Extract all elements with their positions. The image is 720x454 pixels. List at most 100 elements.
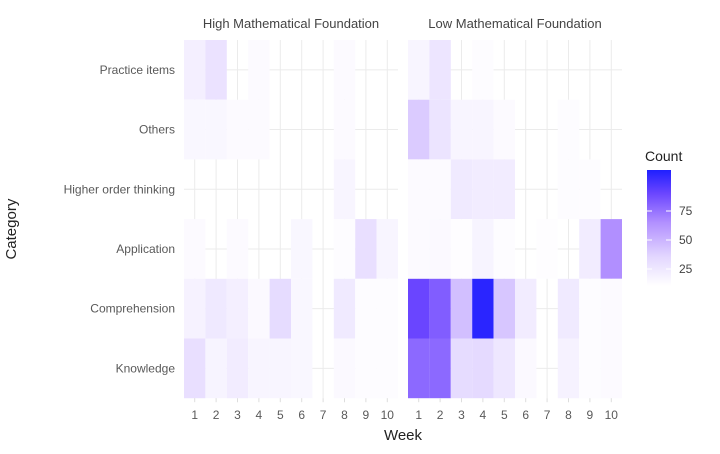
heatmap-cell bbox=[450, 338, 473, 399]
heatmap-cell bbox=[355, 278, 377, 339]
y-tick-label: Knowledge bbox=[116, 361, 176, 375]
heatmap-cell bbox=[291, 219, 313, 279]
heatmap-cell bbox=[429, 159, 451, 220]
legend-ticks: 25 50 75 bbox=[647, 204, 693, 276]
heatmap-cell bbox=[269, 278, 291, 339]
heatmap-cell bbox=[408, 99, 430, 160]
x-axis-title: Week bbox=[384, 427, 423, 444]
x-tick-label: 9 bbox=[363, 408, 370, 422]
x-tick-label: 4 bbox=[480, 408, 487, 422]
legend-title: Count bbox=[645, 148, 682, 164]
y-tick-label: Application bbox=[116, 242, 175, 256]
x-tick-label: 1 bbox=[415, 408, 422, 422]
heatmap-cell bbox=[248, 99, 270, 160]
x-tick-label: 6 bbox=[522, 408, 529, 422]
heatmap-cell bbox=[557, 99, 580, 160]
heatmap-cell bbox=[333, 278, 356, 339]
heatmap-cell bbox=[450, 159, 473, 220]
heatmap-cell bbox=[429, 338, 451, 399]
heatmap-cell bbox=[248, 278, 270, 339]
y-tick-label: Others bbox=[139, 123, 175, 137]
heatmap-cell bbox=[333, 99, 356, 160]
x-tick-label: 5 bbox=[277, 408, 284, 422]
heatmap-cell bbox=[291, 278, 313, 339]
heatmap-cell bbox=[184, 278, 206, 339]
heatmap-cell bbox=[579, 219, 601, 279]
x-tick-label: 3 bbox=[234, 408, 241, 422]
heatmap-cell bbox=[205, 278, 227, 339]
x-tick-label: 10 bbox=[381, 408, 395, 422]
heatmap-cell bbox=[408, 338, 430, 399]
heatmap-cell bbox=[472, 40, 494, 100]
heatmap-cell bbox=[355, 219, 377, 279]
heatmap-cell bbox=[493, 99, 515, 160]
x-tick-label: 10 bbox=[605, 408, 619, 422]
heatmap-cell bbox=[226, 219, 249, 279]
x-tick-label: 2 bbox=[213, 408, 220, 422]
heatmap-cell bbox=[429, 219, 451, 279]
heatmap-cell bbox=[205, 338, 227, 399]
heatmap-cell bbox=[269, 338, 291, 399]
facet-title-high: High Mathematical Foundation bbox=[203, 16, 379, 31]
heatmap-cell bbox=[184, 40, 206, 100]
y-axis-title: Category bbox=[3, 198, 20, 259]
heatmap-cell bbox=[408, 219, 430, 279]
x-tick-label: 6 bbox=[298, 408, 305, 422]
heatmap-cell bbox=[333, 219, 356, 279]
heatmap-cell bbox=[579, 278, 601, 339]
heatmap-cell bbox=[205, 40, 227, 100]
heatmap-cell bbox=[184, 219, 206, 279]
heatmap-cell bbox=[248, 338, 270, 399]
heatmap-cell bbox=[579, 159, 601, 220]
heatmap-cell bbox=[472, 99, 494, 160]
heatmap-cell bbox=[557, 338, 580, 399]
heatmap-cell bbox=[429, 99, 451, 160]
color-legend: Count 25 50 75 bbox=[645, 148, 693, 286]
y-tick-label: Higher order thinking bbox=[64, 182, 175, 196]
heatmap-cell bbox=[536, 219, 558, 279]
heatmap-cells bbox=[184, 40, 622, 399]
heatmap-cell bbox=[408, 40, 430, 100]
heatmap-cell bbox=[472, 219, 494, 279]
x-tick-label: 3 bbox=[458, 408, 465, 422]
heatmap-cell bbox=[557, 278, 580, 339]
legend-tick-label: 25 bbox=[679, 262, 693, 276]
heatmap-cell bbox=[600, 278, 622, 339]
legend-tick-label: 75 bbox=[679, 204, 693, 218]
heatmap-cell bbox=[291, 338, 313, 399]
heatmap-cell bbox=[376, 338, 398, 399]
heatmap-cell bbox=[205, 99, 227, 160]
heatmap-cell bbox=[450, 99, 473, 160]
heatmap-cell bbox=[376, 219, 398, 279]
x-tick-label: 8 bbox=[341, 408, 348, 422]
heatmap-cell bbox=[429, 278, 451, 339]
heatmap-cell bbox=[472, 278, 494, 339]
x-tick-label: 2 bbox=[437, 408, 444, 422]
heatmap-cell bbox=[226, 338, 249, 399]
x-tick-label: 7 bbox=[320, 408, 327, 422]
heatmap-cell bbox=[355, 338, 377, 399]
x-tick-label: 5 bbox=[501, 408, 508, 422]
x-tick-label: 4 bbox=[256, 408, 263, 422]
heatmap-cell bbox=[493, 338, 515, 399]
heatmap-cell bbox=[376, 278, 398, 339]
heatmap-cell bbox=[515, 278, 537, 339]
heatmap-cell bbox=[600, 219, 622, 279]
heatmap-cell bbox=[226, 278, 249, 339]
heatmap-cell bbox=[429, 40, 451, 100]
heatmap-cell bbox=[600, 338, 622, 399]
heatmap-cell bbox=[493, 278, 515, 339]
y-tick-label: Practice items bbox=[100, 63, 175, 77]
heatmap-cell bbox=[333, 40, 356, 100]
heatmap-cell bbox=[333, 159, 356, 220]
heatmap-cell bbox=[493, 159, 515, 220]
x-tick-label: 1 bbox=[191, 408, 198, 422]
heatmap-cell bbox=[450, 278, 473, 339]
x-tick-label: 7 bbox=[544, 408, 551, 422]
heatmap-cell bbox=[184, 338, 206, 399]
x-tick-label: 9 bbox=[587, 408, 594, 422]
y-tick-label: Comprehension bbox=[90, 302, 175, 316]
heatmap-cell bbox=[472, 159, 494, 220]
